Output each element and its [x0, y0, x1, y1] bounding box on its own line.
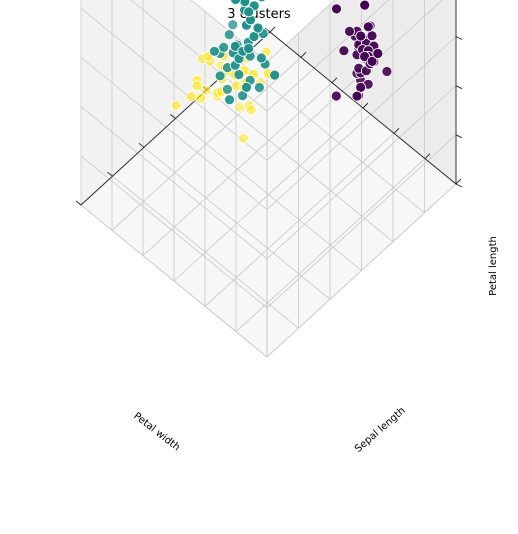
data-point-cluster-2	[269, 69, 281, 81]
data-point-cluster-2	[223, 29, 235, 40]
y-axis-tick	[393, 128, 400, 134]
data-point-cluster-3	[381, 66, 393, 77]
data-point-cluster-2	[241, 82, 252, 93]
data-point-cluster-3	[330, 90, 342, 102]
data-point-cluster-2	[230, 0, 241, 5]
data-point-cluster-3	[359, 0, 371, 11]
data-point-cluster-1	[245, 104, 257, 116]
data-point-cluster-3	[372, 48, 384, 59]
gridline-wall-right-w	[266, 0, 336, 63]
data-point-cluster-2	[257, 0, 267, 3]
data-point-cluster-2	[243, 43, 255, 54]
y-axis-tick	[331, 77, 338, 83]
data-point-cluster-2	[227, 19, 239, 31]
data-point-cluster-2	[224, 94, 235, 106]
y-axis-tick	[269, 26, 276, 33]
y-axis-tick	[300, 52, 307, 58]
y-axis-label: Sepal length	[353, 405, 408, 455]
data-point-cluster-2	[221, 84, 233, 95]
x-axis-label: Petal width	[131, 411, 181, 454]
x-axis-tick	[75, 200, 82, 206]
x-axis-tick	[107, 171, 113, 177]
data-point-cluster-3	[366, 56, 378, 67]
data-point-cluster-3	[338, 45, 350, 57]
data-point-cluster-2	[229, 41, 241, 52]
axes-ticks	[75, 26, 463, 206]
data-point-cluster-2	[218, 42, 230, 53]
data-point-cluster-2	[252, 22, 264, 34]
data-points	[170, 0, 393, 144]
gridline-floor-v	[238, 60, 425, 214]
data-point-cluster-1	[195, 92, 207, 104]
data-point-cluster-2	[239, 0, 251, 7]
data-point-cluster-1	[185, 91, 197, 102]
x-axis-tick	[138, 142, 145, 148]
data-point-cluster-3	[351, 90, 363, 102]
data-point-cluster-3	[362, 21, 374, 33]
data-point-cluster-3	[359, 51, 371, 62]
data-point-cluster-3	[344, 25, 355, 37]
data-point-cluster-3	[355, 30, 367, 42]
x-axis-tick	[264, 27, 271, 33]
data-point-cluster-1	[234, 101, 246, 113]
data-point-cluster-3	[331, 3, 342, 15]
data-point-cluster-2	[214, 70, 226, 82]
data-point-cluster-1	[170, 100, 182, 111]
chart-title: 3 clusters	[227, 7, 291, 22]
y-axis-tick	[424, 153, 431, 159]
z-axis-tick	[455, 183, 463, 188]
x-axis-tick	[170, 114, 176, 119]
z-axis-label: Petal length	[488, 236, 499, 296]
data-point-cluster-2	[253, 82, 265, 93]
data-point-cluster-3	[366, 30, 378, 42]
z-axis-tick	[455, 36, 463, 40]
y-axis-tick	[455, 178, 462, 185]
data-point-cluster-1	[200, 84, 212, 96]
gridline-wall-right-w	[266, 0, 390, 112]
data-point-cluster-2	[208, 45, 220, 57]
data-point-cluster-1	[191, 80, 203, 92]
data-point-cluster-2	[255, 52, 267, 64]
data-point-cluster-2	[243, 6, 255, 18]
data-point-cluster-2	[233, 69, 245, 80]
data-point-cluster-1	[238, 132, 249, 144]
z-axis-tick	[455, 134, 463, 139]
y-axis-tick	[362, 102, 369, 109]
z-axis-tick	[455, 85, 463, 90]
gridline-wall-left-w	[190, 0, 268, 63]
